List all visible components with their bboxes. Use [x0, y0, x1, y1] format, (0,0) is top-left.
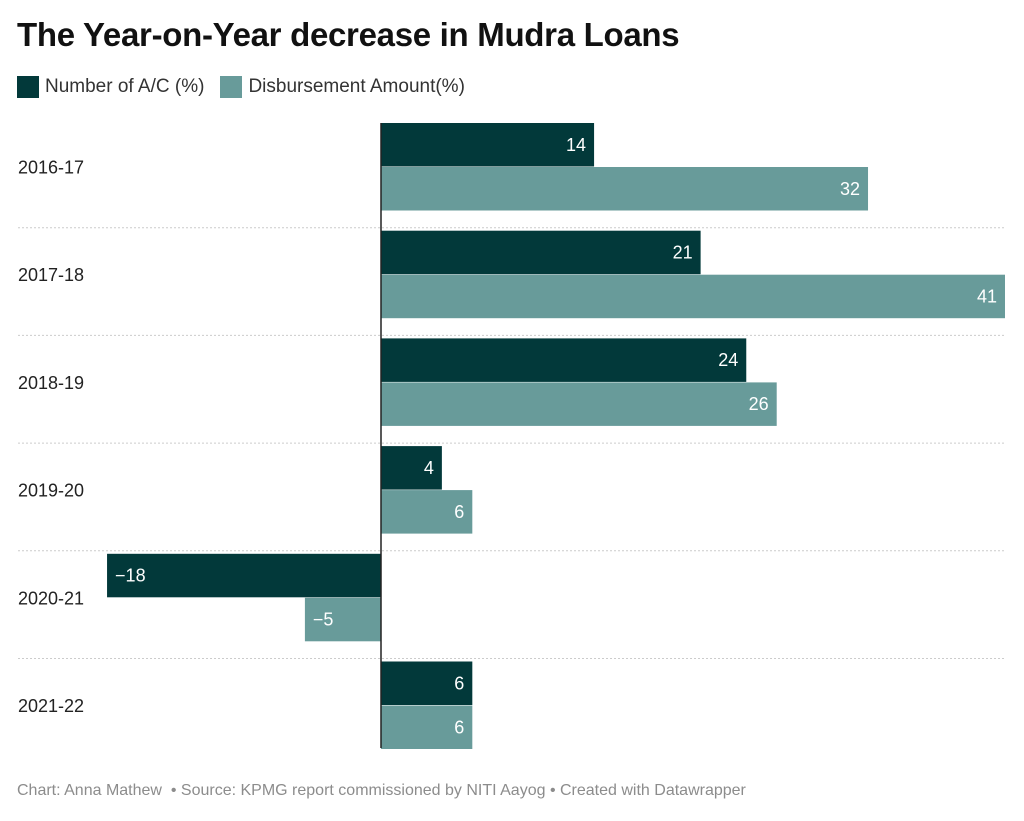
legend-item-accounts: Number of A/C (%) — [17, 76, 204, 98]
data-label: 21 — [673, 242, 693, 262]
legend-label: Disbursement Amount(%) — [248, 76, 465, 97]
bar — [381, 705, 473, 749]
legend: Number of A/C (%) Disbursement Amount(%) — [17, 76, 481, 98]
category-label: 2021-22 — [18, 696, 84, 716]
data-label: 32 — [840, 179, 860, 199]
data-label: 6 — [454, 673, 464, 693]
data-label: 6 — [454, 717, 464, 737]
bar — [107, 553, 382, 598]
bar — [381, 274, 1005, 319]
bar — [304, 597, 381, 642]
bar — [381, 230, 701, 275]
data-label: 6 — [454, 502, 464, 522]
data-label: 4 — [424, 458, 434, 478]
bar — [381, 446, 442, 490]
data-label: 41 — [977, 286, 997, 306]
legend-swatch — [17, 76, 39, 98]
category-label: 2020-21 — [18, 588, 84, 608]
data-label: −18 — [115, 566, 146, 586]
bar — [381, 167, 869, 211]
data-label: 14 — [566, 135, 586, 155]
legend-label: Number of A/C (%) — [45, 76, 205, 97]
legend-swatch — [220, 76, 243, 98]
category-label: 2018-19 — [18, 373, 84, 393]
bar — [381, 490, 473, 534]
footer: Chart: Anna Mathew • Source: KPMG report… — [17, 782, 746, 800]
category-label: 2017-18 — [18, 265, 84, 285]
chart-title: The Year-on-Year decrease in Mudra Loans — [17, 16, 680, 53]
bar — [381, 661, 473, 705]
bar — [381, 123, 595, 167]
footer-created: • Created with Datawrapper — [549, 782, 746, 799]
data-label: −5 — [313, 610, 334, 630]
category-label: 2016-17 — [18, 158, 84, 178]
bar — [381, 382, 777, 426]
data-label: 26 — [749, 394, 769, 414]
footer-credit: Chart: Anna Mathew — [17, 782, 162, 799]
bar — [381, 338, 747, 382]
footer-source: • Source: KPMG report commissioned by NI… — [170, 782, 546, 799]
category-label: 2019-20 — [18, 481, 84, 501]
data-label: 24 — [718, 350, 738, 370]
legend-item-disbursement: Disbursement Amount(%) — [220, 76, 465, 98]
